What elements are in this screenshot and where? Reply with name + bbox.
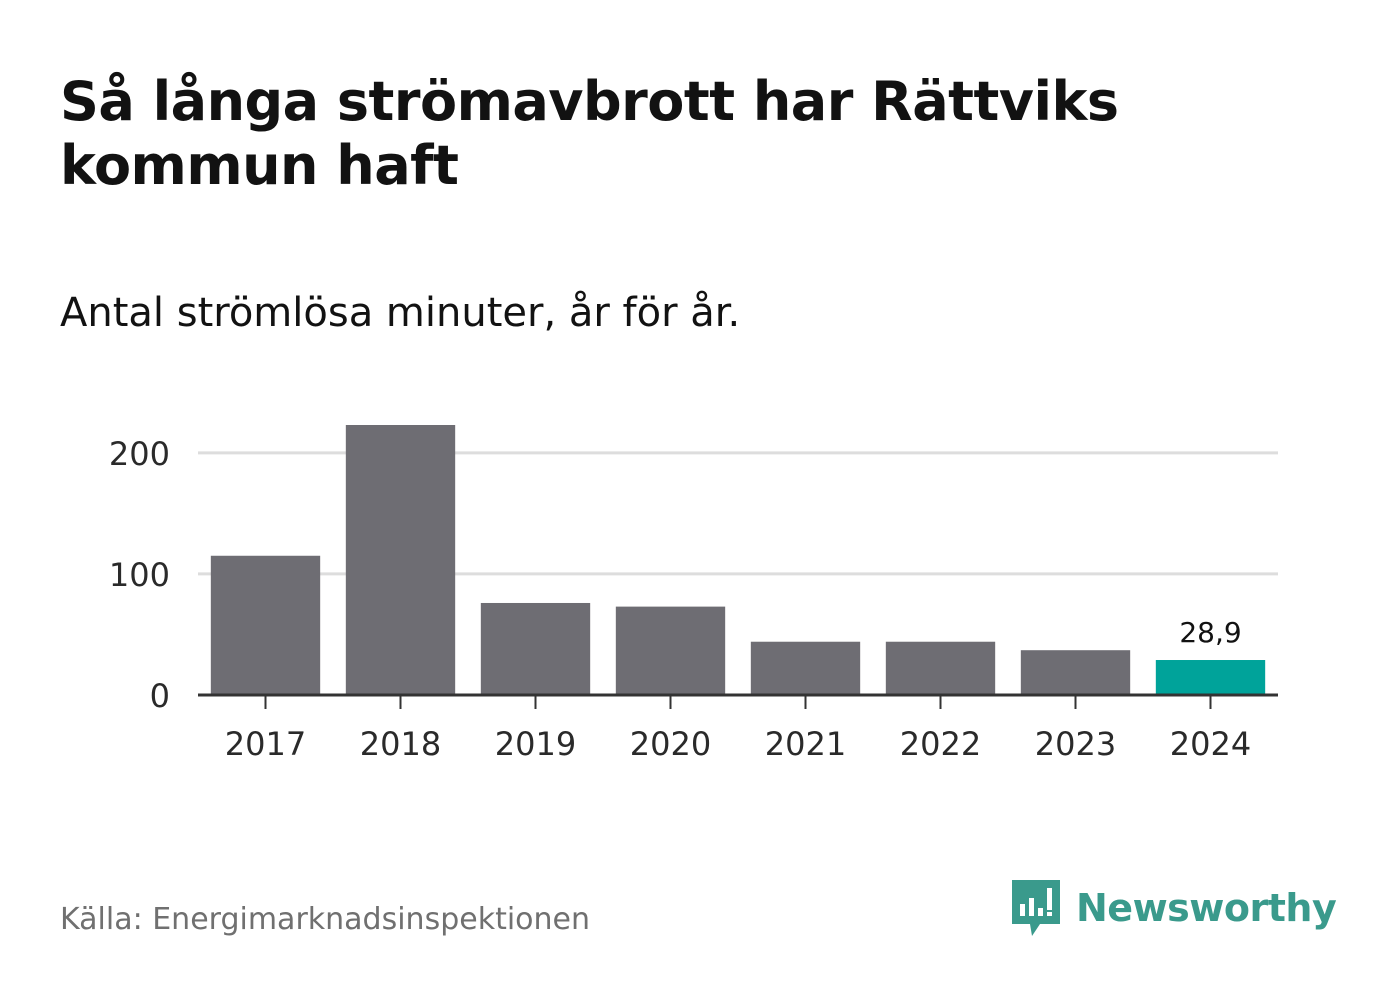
- brand-logo: Newsworthy: [1010, 878, 1337, 938]
- bar-2020: [615, 606, 726, 695]
- bar-2023: [1020, 650, 1131, 695]
- bars: [210, 425, 1266, 695]
- labels: 0 100 200 2017 2018 2019 2020 2021 2022 2023 2024 2…: [109, 435, 1251, 763]
- axes: [198, 693, 1278, 709]
- chart-title: Så långa strömavbrott har Rättviks kommu…: [60, 70, 1119, 197]
- y-tick-label: 100: [109, 556, 170, 594]
- source-note: Källa: Energimarknadsinspektionen: [60, 902, 591, 937]
- bar-2019: [480, 602, 591, 695]
- bar-2022: [885, 641, 996, 695]
- data-label: 28,9: [1179, 616, 1241, 649]
- y-tick-label: 200: [109, 435, 170, 473]
- bar-2024: [1155, 660, 1266, 695]
- x-tick-label: 2018: [360, 725, 441, 763]
- x-tick-label: 2020: [630, 725, 711, 763]
- x-tick-label: 2017: [225, 725, 306, 763]
- x-tick-label: 2019: [495, 725, 576, 763]
- bar-chart: 0 100 200 2017 2018 2019 2020 2021 2022 2023 2024 2…: [109, 425, 1278, 763]
- y-tick-label: 0: [150, 677, 170, 715]
- x-tick-label: 2023: [1035, 725, 1116, 763]
- x-tick-label: 2021: [765, 725, 846, 763]
- bar-2017: [210, 555, 321, 695]
- bar-2018: [345, 425, 456, 695]
- chart-subtitle: Antal strömlösa minuter, år för år.: [60, 290, 741, 336]
- newsworthy-logo-icon: [1012, 880, 1060, 936]
- x-tick-label: 2024: [1170, 725, 1251, 763]
- bar-2021: [750, 641, 861, 695]
- x-tick-label: 2022: [900, 725, 981, 763]
- brand-name: Newsworthy: [1076, 886, 1337, 930]
